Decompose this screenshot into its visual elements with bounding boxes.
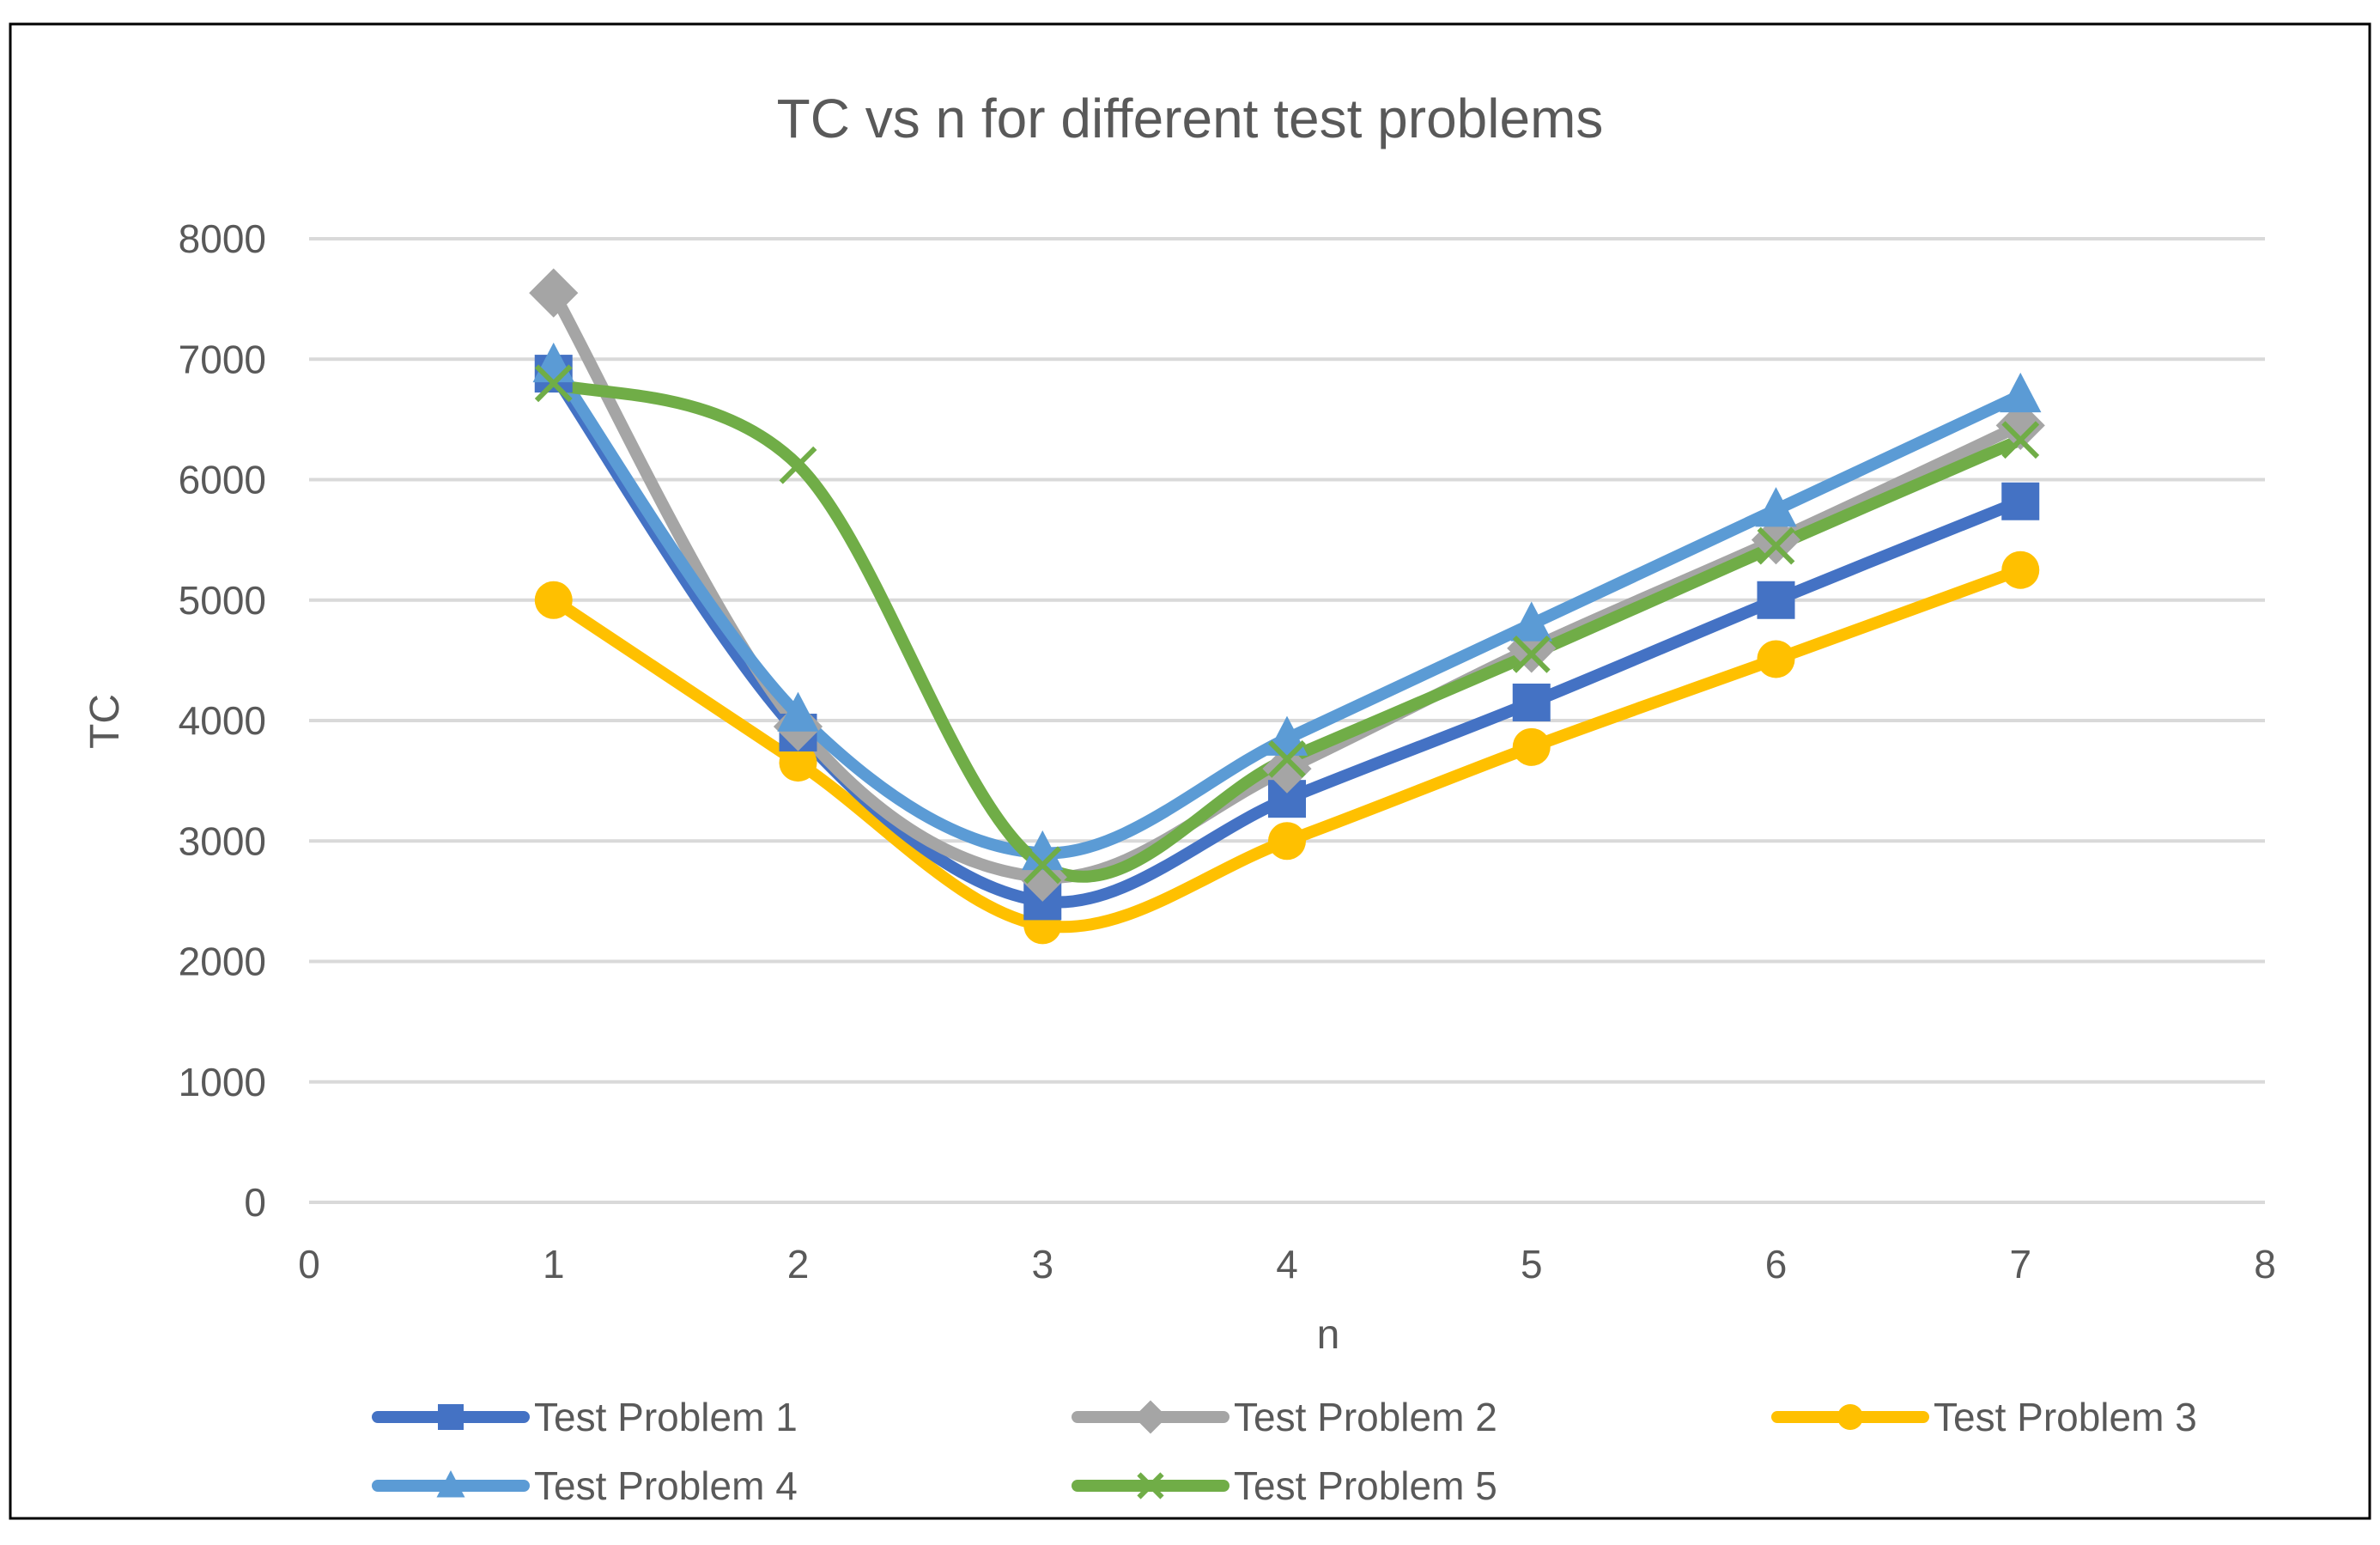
data-point-test-problem-5	[1023, 846, 1062, 885]
y-tick-label: 6000	[179, 458, 266, 502]
x-tick-label: 1	[543, 1242, 565, 1286]
legend-marker	[438, 1404, 464, 1430]
x-axis-label: n	[1317, 1312, 1340, 1358]
x-axis-ticks: 0 1 2 3 4 5 6 7 8	[298, 1242, 2276, 1286]
legend-entry-test-problem-2: Test Problem 2	[1072, 1395, 1497, 1439]
data-point-test-problem-4	[1510, 601, 1552, 642]
legend-marker	[1137, 1472, 1164, 1499]
legend-label: Test Problem 5	[1234, 1463, 1497, 1508]
x-tick-label: 5	[1521, 1242, 1543, 1286]
legend-label: Test Problem 1	[534, 1395, 798, 1439]
data-point-test-problem-1	[1512, 683, 1551, 721]
data-point-test-problem-1	[1757, 581, 1795, 619]
y-tick-label: 0	[244, 1180, 266, 1225]
x-tick-label: 4	[1276, 1242, 1298, 1286]
data-point-test-problem-3	[1757, 640, 1795, 678]
x-tick-label: 7	[2009, 1242, 2031, 1286]
data-point-test-problem-4	[1022, 830, 1064, 871]
legend-marker	[1837, 1404, 1863, 1430]
legend-entry-test-problem-5: Test Problem 5	[1072, 1463, 1497, 1508]
data-point-test-problem-3	[1268, 822, 1306, 861]
y-tick-label: 4000	[179, 698, 266, 743]
data-point-test-problem-3	[534, 581, 573, 619]
data-point-test-problem-4	[777, 691, 819, 732]
data-point-test-problem-5	[534, 364, 573, 403]
x-tick-label: 0	[298, 1242, 320, 1286]
chart-title: TC vs n for different test problems	[777, 88, 1604, 149]
x-tick-label: 2	[787, 1242, 810, 1286]
data-point-test-problem-5	[1757, 526, 1795, 565]
legend-entry-test-problem-4: Test Problem 4	[372, 1463, 798, 1508]
data-point-test-problem-3	[1512, 727, 1551, 766]
legend: Test Problem 1 Test Problem 2 Test Problem…	[372, 1395, 2197, 1508]
legend-entry-test-problem-3: Test Problem 3	[1771, 1395, 2197, 1439]
data-point-test-problem-2	[1017, 852, 1067, 902]
x-tick-label: 6	[1765, 1242, 1788, 1286]
data-point-test-problem-5	[1512, 635, 1551, 673]
y-tick-label: 1000	[179, 1060, 266, 1104]
y-axis-label: TC	[82, 694, 128, 749]
x-tick-label: 3	[1031, 1242, 1053, 1286]
legend-marker	[436, 1470, 465, 1498]
legend-marker	[1133, 1400, 1168, 1434]
data-point-test-problem-2	[1262, 744, 1312, 794]
y-tick-label: 2000	[179, 940, 266, 984]
legend-label: Test Problem 4	[534, 1463, 798, 1508]
data-point-test-problem-4	[1755, 487, 1797, 527]
legend-label: Test Problem 2	[1234, 1395, 1497, 1439]
chart-frame	[9, 22, 2371, 1520]
data-point-test-problem-2	[1995, 400, 2045, 450]
data-point-test-problem-3	[779, 744, 817, 782]
data-point-test-problem-5	[1268, 739, 1306, 778]
data-point-test-problem-5	[2001, 421, 2040, 459]
data-point-test-problem-2	[1751, 515, 1801, 565]
data-point-test-problem-5	[779, 446, 817, 484]
data-point-test-problem-1	[2001, 482, 2040, 520]
y-tick-label: 8000	[179, 216, 266, 261]
legend-entry-test-problem-1: Test Problem 1	[372, 1395, 798, 1439]
legend-label: Test Problem 3	[1934, 1395, 2197, 1439]
x-tick-label: 8	[2254, 1242, 2276, 1286]
y-tick-label: 3000	[179, 818, 266, 863]
data-point-test-problem-4	[2000, 372, 2042, 413]
series-markers	[529, 268, 2045, 945]
data-point-test-problem-2	[1507, 623, 1557, 673]
data-point-test-problem-2	[529, 268, 579, 318]
y-axis-ticks: 0 1000 2000 3000 4000 5000 6000 7000 8000	[179, 216, 266, 1225]
data-point-test-problem-3	[2001, 550, 2040, 589]
y-tick-label: 5000	[179, 578, 266, 623]
y-tick-label: 7000	[179, 337, 266, 381]
